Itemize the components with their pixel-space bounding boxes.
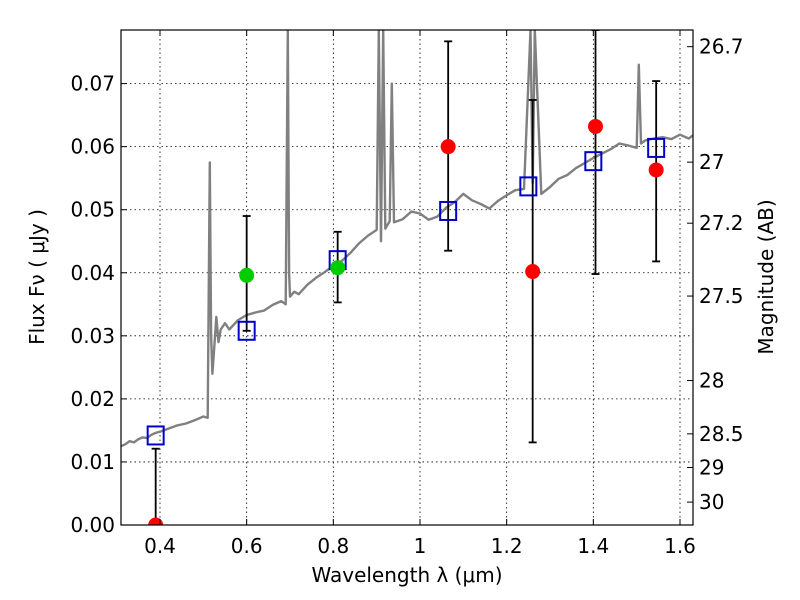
y-tick-label: 0.06 bbox=[70, 135, 115, 159]
plot-area bbox=[121, 30, 693, 525]
errorbars bbox=[151, 30, 661, 525]
spectrum-line bbox=[121, 30, 693, 448]
model-photometry-point bbox=[237, 320, 256, 341]
x-tick-label: 1 bbox=[414, 534, 427, 558]
x-axis: 0.4 0.6 0.8 1 1.2 1.4 1.6 bbox=[144, 30, 696, 558]
observed-flux-point bbox=[648, 162, 664, 178]
y-tick-label: 0.04 bbox=[70, 261, 115, 285]
model-photometry-point bbox=[584, 151, 603, 172]
y-tick-label: 0.02 bbox=[70, 387, 115, 411]
x-tick-label: 0.6 bbox=[231, 534, 263, 558]
observed-flux-point bbox=[588, 118, 603, 134]
magnitude-tick-label: 29 bbox=[699, 455, 724, 479]
magnitude-tick-label: 27.2 bbox=[699, 211, 744, 235]
observed-flux-point bbox=[440, 139, 456, 155]
model-photometry-point bbox=[439, 200, 458, 221]
observed-flux-point bbox=[239, 267, 255, 283]
magnitude-axis-label: Magnitude (AB) bbox=[754, 199, 778, 354]
observed-flux-point bbox=[525, 264, 541, 280]
y-tick-label: 0.00 bbox=[70, 513, 115, 537]
magnitude-tick-label: 28.5 bbox=[699, 422, 744, 446]
observed-flux-point bbox=[148, 517, 164, 525]
magnitude-tick-label: 30 bbox=[699, 490, 724, 514]
magnitude-axis: 26.7 27 27.2 27.5 28 28.5 29 30 bbox=[687, 35, 744, 514]
observed-flux-point bbox=[330, 260, 346, 276]
y-tick-label: 0.07 bbox=[70, 72, 115, 96]
y-tick-label: 0.05 bbox=[70, 198, 115, 222]
y-axis: 0.00 0.01 0.02 0.03 0.04 0.05 0.06 0.07 bbox=[70, 72, 127, 537]
x-axis-label: Wavelength λ (μm) bbox=[311, 563, 502, 587]
spectrum-series bbox=[121, 30, 693, 448]
x-tick-label: 0.8 bbox=[317, 534, 349, 558]
model-photometry-point bbox=[647, 137, 666, 158]
model-photometry-point bbox=[519, 176, 538, 197]
x-tick-label: 1.4 bbox=[577, 534, 609, 558]
x-tick-label: 1.6 bbox=[664, 534, 696, 558]
y-tick-label: 0.03 bbox=[70, 324, 115, 348]
magnitude-tick-label: 27.5 bbox=[699, 284, 744, 308]
x-tick-label: 1.2 bbox=[491, 534, 523, 558]
y-tick-label: 0.01 bbox=[70, 450, 115, 474]
grid-lines bbox=[121, 30, 693, 526]
model-photometry-point bbox=[146, 425, 165, 446]
observed-flux-series bbox=[148, 118, 664, 525]
y-axis-label: Flux Fν ( μJy ) bbox=[25, 209, 49, 345]
magnitude-tick-label: 27 bbox=[699, 150, 724, 174]
x-tick-label: 0.4 bbox=[144, 534, 176, 558]
magnitude-tick-label: 28 bbox=[699, 369, 724, 393]
plot-frame bbox=[120, 29, 694, 526]
magnitude-tick-label: 26.7 bbox=[699, 35, 744, 59]
